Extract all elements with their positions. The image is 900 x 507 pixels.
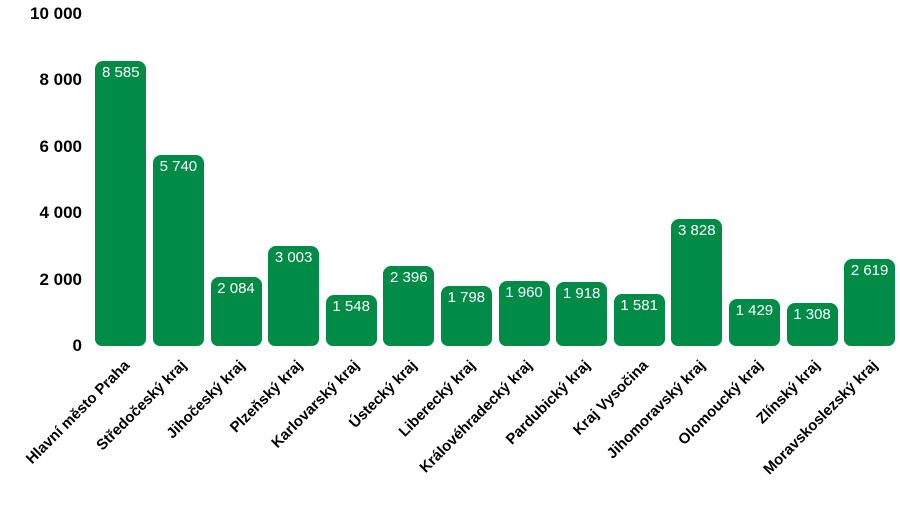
bar: 5 740 xyxy=(152,155,204,346)
bar: 1 960 xyxy=(498,281,550,346)
bar: 1 548 xyxy=(325,295,377,346)
bar-value-label: 2 619 xyxy=(850,262,889,279)
bar-value-label: 1 308 xyxy=(793,306,831,323)
bar-value-label: 2 084 xyxy=(217,280,255,297)
bar: 1 429 xyxy=(728,299,780,346)
bar-value-label: 1 429 xyxy=(735,302,774,319)
bar: 1 918 xyxy=(556,282,608,346)
bar-value-label: 3 828 xyxy=(678,222,716,239)
x-axis-category-label: Moravskoslezský kraj xyxy=(760,357,882,479)
x-axis-category-label: Jihomoravský kraj xyxy=(603,357,709,463)
bar-value-label: 8 585 xyxy=(102,64,140,81)
bar-value-label: 3 003 xyxy=(274,249,313,266)
bar-value-label: 1 548 xyxy=(332,298,370,315)
bar-value-label: 1 918 xyxy=(562,285,601,302)
y-axis-tick-label: 4 000 xyxy=(39,203,82,223)
bar: 8 585 xyxy=(95,61,147,346)
bar-value-label: 1 960 xyxy=(505,284,543,301)
y-axis-tick-label: 2 000 xyxy=(39,269,82,289)
bar-value-label: 2 396 xyxy=(390,269,428,286)
y-axis-tick-label: 10 000 xyxy=(30,4,82,23)
bar: 2 084 xyxy=(210,277,262,346)
bar-value-label: 1 798 xyxy=(447,289,486,306)
bar-value-label: 1 581 xyxy=(620,297,658,314)
bar: 1 308 xyxy=(786,303,838,346)
y-axis-tick-label: 0 xyxy=(72,336,82,355)
bar: 2 396 xyxy=(383,266,435,346)
y-axis-tick-label: 6 000 xyxy=(39,136,82,156)
bar: 1 798 xyxy=(440,286,492,346)
x-axis-category-label: Hlavní město Praha xyxy=(22,357,133,468)
bar: 3 828 xyxy=(671,219,723,346)
y-axis-tick-label: 8 000 xyxy=(39,70,82,90)
bar: 1 581 xyxy=(613,294,665,346)
x-axis-category-label: Královéhradecký kraj xyxy=(416,357,537,477)
bar-value-label: 5 740 xyxy=(159,158,198,175)
bar: 2 619 xyxy=(844,259,896,346)
bar: 3 003 xyxy=(268,246,320,346)
